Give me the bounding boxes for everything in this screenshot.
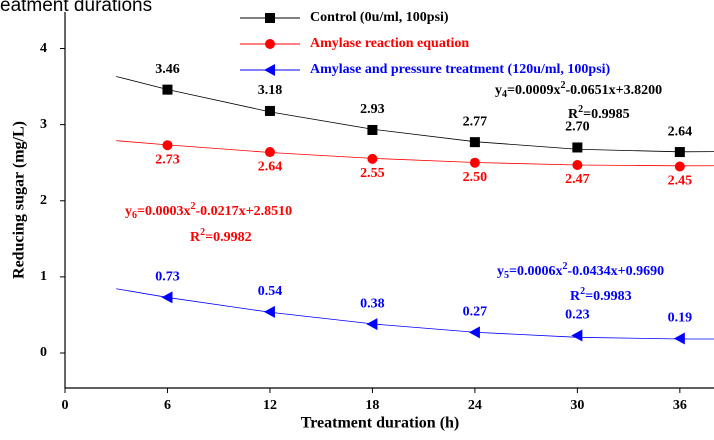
x-axis-title: Treatment duration (h) [301,415,460,432]
r-squared-part: =0.9983 [585,289,631,304]
value-label: 2.64 [668,124,693,139]
equation-part: -0.0434x+0.9690 [567,264,664,279]
value-label: 0.54 [258,284,283,299]
data-point [265,13,275,23]
x-tick-label: 18 [365,398,379,413]
value-label: 2.73 [155,152,180,167]
x-tick-label: 36 [673,398,687,413]
value-label: 2.50 [463,170,488,185]
y-tick-label: 4 [40,41,47,56]
equation-part: 2 [190,201,195,212]
data-point [367,124,378,135]
r-squared-part: =0.9985 [583,107,629,122]
legend-label: Amylase and pressure treatment (120u/ml,… [310,62,611,77]
equation: y4=0.0009x2-0.0651x+3.8200 [495,80,662,100]
x-tick-label: 30 [570,398,584,413]
equation-part: 5 [504,270,509,281]
r-squared: R2=0.9982 [190,227,252,245]
value-label: 0.23 [565,308,590,323]
equation-part: 4 [502,89,507,100]
data-point [571,329,583,342]
equation-part: y [125,204,132,219]
equation: y5=0.0006x2-0.0434x+0.9690 [497,261,664,281]
trend-line [116,288,714,340]
value-label: 2.77 [463,114,488,129]
value-label: 0.38 [360,296,385,311]
data-point [264,105,275,116]
trend-line [116,140,714,167]
r-squared-part: 2 [580,286,585,297]
data-point [673,332,685,345]
data-point [572,159,583,170]
trend-line [116,76,714,153]
equation-part: =0.0003x [137,204,190,219]
value-label: 0.19 [668,311,693,326]
data-point [674,161,685,172]
equation-part: 6 [132,210,137,221]
value-label: 2.64 [258,159,283,174]
value-label: 0.73 [155,270,180,285]
value-label: 2.45 [668,174,693,189]
x-tick-label: 6 [164,398,171,413]
r-squared-part: 2 [578,104,583,115]
value-label: 3.46 [155,62,180,77]
y-tick-label: 0 [40,345,47,360]
equation-part: 2 [562,261,567,272]
y-tick-label: 1 [40,269,47,284]
x-tick-label: 0 [62,398,69,413]
data-point [162,84,173,95]
y-tick-label: 2 [40,193,47,208]
r-squared-part: 2 [200,227,205,238]
equation-part: 2 [560,80,565,91]
r-squared-part: =0.9982 [205,230,251,245]
data-point [674,147,685,158]
data-point [162,140,173,151]
value-label: 2.70 [565,120,590,135]
equation-part: -0.0651x+3.8200 [565,83,662,98]
r-squared: R2=0.9985 [568,104,630,122]
value-label: 2.93 [360,102,385,117]
data-point [161,291,173,304]
data-point [264,64,275,76]
legend-label: Control (0u/ml, 100psi) [310,10,449,25]
data-point [468,326,480,339]
value-label: 0.27 [463,305,488,320]
data-point [265,39,275,49]
data-point [367,153,378,164]
x-tick-label: 24 [468,398,482,413]
r-squared: R2=0.9983 [570,286,632,304]
data-point [264,147,275,158]
legend-label: Amylase reaction equation [310,36,469,51]
r-squared-part: R [568,107,579,122]
x-tick-label: 12 [263,398,277,413]
r-squared-part: R [570,289,581,304]
equation-part: =0.0009x [507,83,560,98]
value-label: 3.18 [258,83,283,98]
equation-part: y [497,264,504,279]
y-tick-label: 3 [40,117,47,132]
r-squared-part: R [190,230,201,245]
y-axis-title: Reducing sugar (mg/L) [11,121,28,279]
equation: y6=0.0003x2-0.0217x+2.8510 [125,201,292,221]
data-point [572,142,583,153]
equation-part: -0.0217x+2.8510 [195,204,292,219]
data-point [469,157,480,168]
data-point [263,305,275,318]
equation-part: y [495,83,502,98]
equation-part: =0.0006x [509,264,562,279]
data-point [366,318,378,331]
data-point [469,137,480,148]
value-label: 2.47 [565,172,590,187]
caption: eatment durations [0,0,152,16]
value-label: 2.55 [360,166,385,181]
